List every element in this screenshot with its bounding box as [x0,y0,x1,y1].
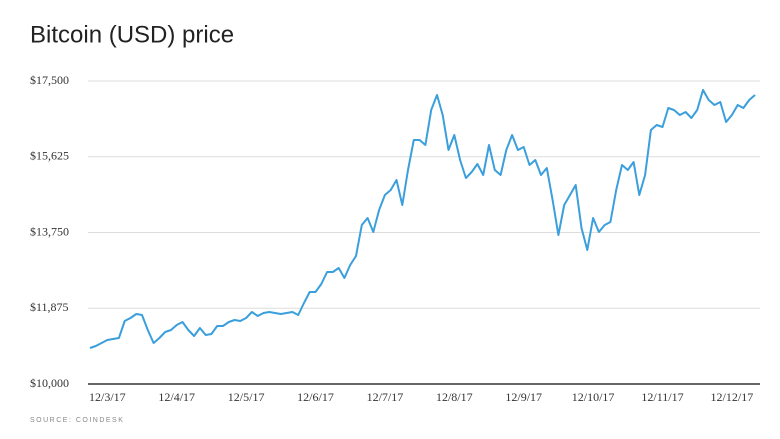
y-tick-label: $11,875 [30,300,69,314]
x-tick-label: 12/7/17 [367,390,404,404]
x-tick-label: 12/10/17 [572,390,615,404]
x-tick-label: 12/3/17 [89,390,126,404]
x-tick-label: 12/6/17 [297,390,334,404]
y-tick-label: $17,500 [30,73,69,87]
x-tick-label: 12/9/17 [505,390,542,404]
y-tick-label: $10,000 [30,376,69,390]
y-tick-label: $13,750 [30,224,69,238]
chart-title: Bitcoin (USD) price [30,21,234,48]
price-line [89,89,756,349]
x-tick-label: 12/12/17 [711,390,754,404]
x-tick-label: 12/8/17 [436,390,473,404]
source-note: SOURCE: COINDESK [30,417,124,424]
y-tick-label: $15,625 [30,149,69,163]
x-tick-label: 12/5/17 [228,390,265,404]
x-tick-label: 12/11/17 [641,390,683,404]
x-tick-label: 12/4/17 [158,390,195,404]
